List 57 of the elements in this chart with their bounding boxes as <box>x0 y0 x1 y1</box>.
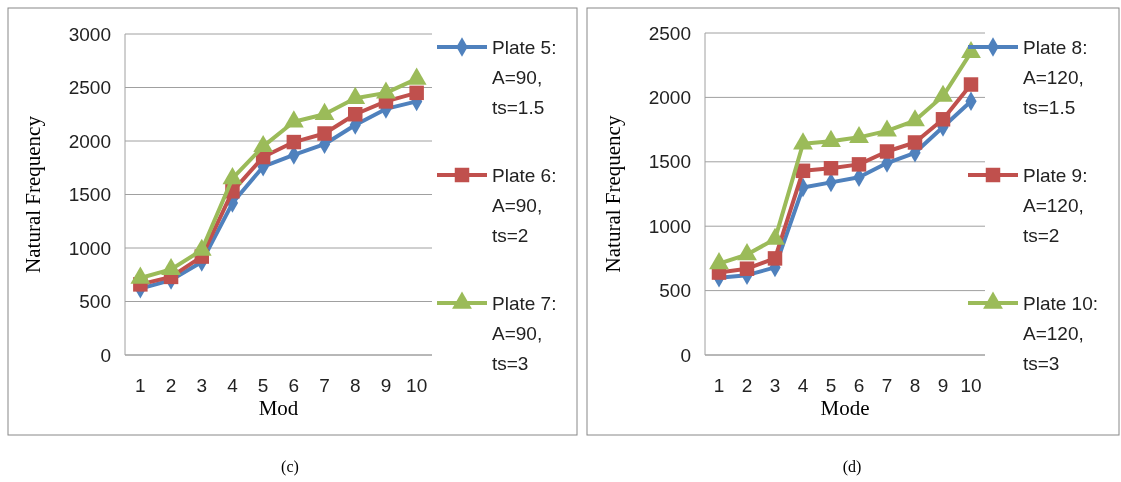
x-tick-label: 10 <box>960 375 982 396</box>
y-tick-label: 2000 <box>68 130 111 152</box>
legend-label: Plate 7: A=90, ts=3 <box>492 292 557 374</box>
legend-label: Plate 8: A=120, ts=1.5 <box>1023 36 1088 118</box>
point <box>286 134 302 150</box>
point <box>851 157 867 172</box>
y-axis-title: Natural Frequency <box>601 115 625 273</box>
y-tick-label: 0 <box>100 344 111 366</box>
y-tick-label: 500 <box>79 291 111 313</box>
point <box>409 85 424 101</box>
x-tick-label: 1 <box>135 375 146 396</box>
x-tick-label: 5 <box>257 375 269 396</box>
y-tick-label: 1500 <box>68 184 111 206</box>
y-tick-label: 1000 <box>68 237 111 259</box>
y-axis-title: Natural Frequency <box>21 115 45 273</box>
x-tick-label: 1 <box>713 375 725 396</box>
point <box>767 251 783 266</box>
x-tick-label: 8 <box>909 375 921 396</box>
x-tick-label: 8 <box>349 375 361 396</box>
x-tick-label: 3 <box>769 375 781 396</box>
x-axis-title: Mod <box>258 396 299 420</box>
point <box>823 160 839 176</box>
point <box>317 126 332 141</box>
y-tick-label: 1500 <box>648 151 691 173</box>
x-tick-label: 7 <box>881 375 893 396</box>
y-tick-label: 2500 <box>648 22 691 44</box>
x-tick-label: 7 <box>319 375 330 396</box>
x-tick-label: 9 <box>380 375 392 396</box>
legend-label: Plate 5: A=90, ts=1.5 <box>492 36 557 118</box>
legend-label: Plate 10: A=120, ts=3 <box>1023 292 1098 374</box>
text: (d) <box>842 458 862 476</box>
x-tick-label: 6 <box>853 375 865 396</box>
y-tick-label: 2000 <box>648 87 691 109</box>
y-tick-label: 1000 <box>648 215 691 237</box>
text: (c) <box>281 458 299 476</box>
legend-label: Plate 6: A=90, ts=2 <box>492 164 557 246</box>
x-tick-label: 2 <box>741 375 753 396</box>
x-tick-label: 2 <box>165 375 177 396</box>
legend-label: Plate 9: A=120, ts=2 <box>1023 164 1088 246</box>
point <box>739 261 755 276</box>
x-tick-label: 6 <box>288 375 300 396</box>
y-tick-label: 3000 <box>68 23 111 45</box>
x-tick-label: 3 <box>196 375 208 396</box>
y-tick-label: 500 <box>659 280 691 302</box>
y-tick-label: 2500 <box>68 77 111 99</box>
x-axis-title: Mode <box>820 396 870 420</box>
x-tick-label: 4 <box>227 375 239 396</box>
y-tick-label: 0 <box>680 344 691 366</box>
x-tick-label: 9 <box>937 375 949 396</box>
x-tick-label: 5 <box>825 375 837 396</box>
point <box>348 107 363 122</box>
point <box>935 112 951 127</box>
x-tick-label: 10 <box>406 375 428 396</box>
point <box>963 77 979 92</box>
x-tick-label: 4 <box>797 375 809 396</box>
point <box>907 135 923 150</box>
point <box>879 144 895 159</box>
